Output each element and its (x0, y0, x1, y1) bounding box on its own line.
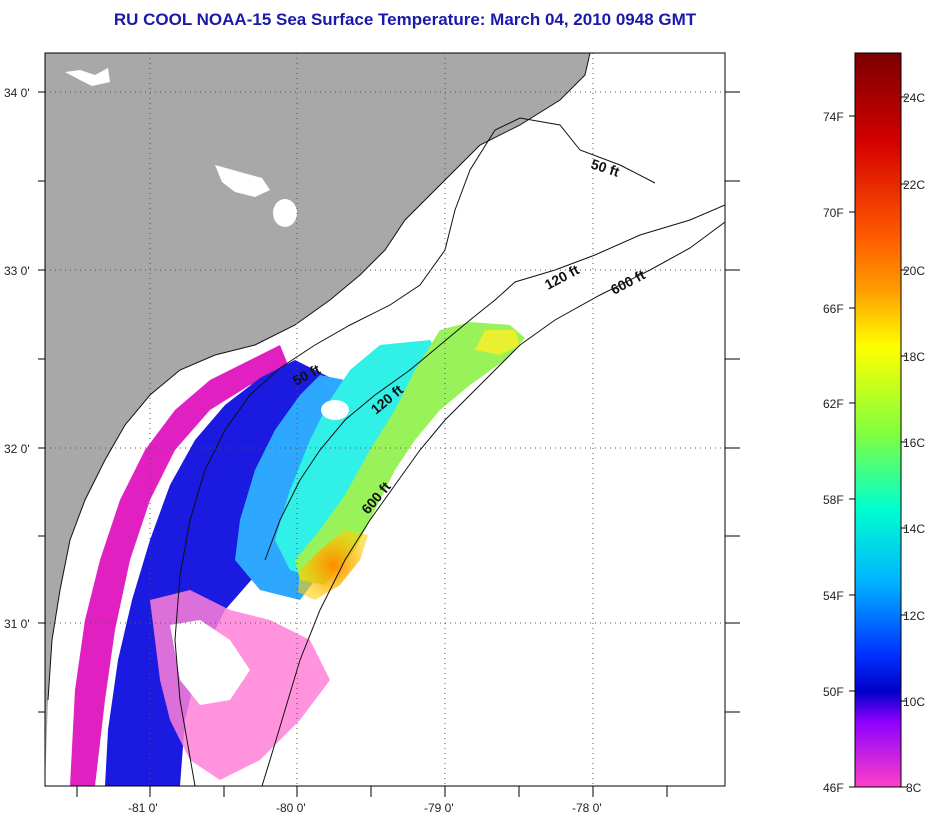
lat-tick-label: 31 0' (4, 617, 30, 631)
cloud-patch (321, 400, 349, 420)
cloud-white-south (170, 620, 250, 705)
colorbar-c-label: 18C (903, 350, 925, 364)
lon-tick-label: -79 0' (424, 801, 454, 815)
colorbar-f-label: 62F (823, 397, 844, 411)
colorbar-f-label: 58F (823, 493, 844, 507)
cloud-patch (595, 53, 725, 140)
colorbar-ticks (849, 96, 907, 788)
isobath-120ft (264, 204, 725, 561)
colorbar-c-label: 24C (903, 91, 925, 105)
lake (273, 199, 297, 227)
colorbar-c-label: 12C (903, 609, 925, 623)
isobath-50ft (174, 117, 656, 786)
colorbar-f-label: 74F (823, 110, 844, 124)
lake (65, 68, 110, 86)
lon-tick-label: -81 0' (128, 801, 158, 815)
colorbar-c-label: 20C (903, 264, 925, 278)
colorbar-c-label: 22C (903, 178, 925, 192)
sst-green (295, 322, 525, 585)
colorbar-f-label: 54F (823, 589, 844, 603)
map-frame (44, 52, 726, 787)
colorbar-f-label: 70F (823, 206, 844, 220)
graticule (45, 53, 725, 786)
colorbar (854, 52, 902, 788)
sst-warm-orange (298, 530, 368, 600)
colorbar-c-label: 8C (906, 781, 922, 795)
map-area (45, 53, 725, 786)
colorbar-c-label: 14C (903, 522, 925, 536)
colorbar-f-label: 50F (823, 685, 844, 699)
map-title: RU COOL NOAA-15 Sea Surface Temperature:… (113, 10, 697, 29)
lon-tick-label: -80 0' (276, 801, 306, 815)
colorbar-f-label: 66F (823, 302, 844, 316)
colorbar-f-label: 46F (823, 781, 844, 795)
land-mass (45, 53, 590, 786)
lat-tick-label: 34 0' (4, 86, 30, 100)
tick-marks (38, 91, 740, 797)
sst-cold-magenta (70, 345, 290, 786)
lat-tick-label: 33 0' (4, 264, 30, 278)
coastline (47, 53, 591, 701)
sst-yellow-band (475, 330, 520, 355)
lon-tick-label: -78 0' (572, 801, 602, 815)
lake (215, 165, 270, 197)
lat-tick-label: 32 0' (4, 442, 30, 456)
colorbar-c-label: 10C (903, 695, 925, 709)
colorbar-c-label: 16C (903, 436, 925, 450)
